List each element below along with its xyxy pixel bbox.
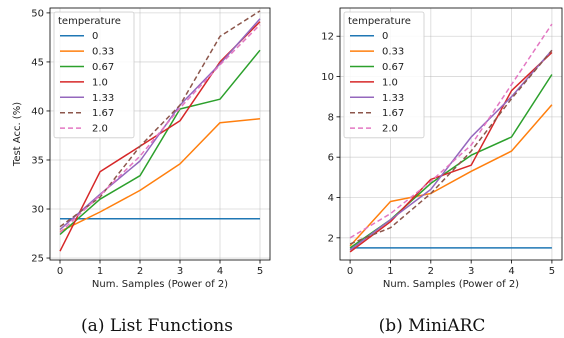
y-tick-label: 35 [31,155,44,166]
series-line-0.33 [59,118,261,233]
x-tick-label: 0 [347,266,353,277]
series-line-1.33 [59,18,261,231]
legend-label-1.0: 1.0 [382,77,398,88]
legend-label-0.33: 0.33 [382,47,404,58]
x-tick-label: 5 [257,266,263,277]
x-tick-label: 4 [508,266,514,277]
y-tick-label: 25 [31,254,44,265]
legend-label-1.33: 1.33 [382,93,404,104]
series-line-1.33 [349,49,553,251]
x-tick-label: 3 [177,266,183,277]
y-tick-label: 8 [328,112,334,123]
x-tick-label: 5 [549,266,555,277]
series-line-1.67 [59,10,261,228]
legend-label-0.33: 0.33 [92,47,114,58]
x-tick-label: 0 [57,266,63,277]
y-tick-label: 4 [328,193,334,204]
y-tick-label: 45 [31,57,44,68]
legend-box [53,11,135,139]
legend-label-0.67: 0.67 [382,62,404,73]
y-tick-label: 10 [321,72,334,83]
y-tick-label: 2 [328,233,334,244]
y-tick-label: 6 [328,153,334,164]
y-tick-label: 12 [321,32,334,43]
caption-miniarc: (b) MiniARC [379,316,486,336]
x-tick-label: 3 [468,266,474,277]
y-tick-label: 40 [31,106,44,117]
legend-title: temperature [348,16,411,27]
axes-frame [49,7,271,261]
legend-label-1.33: 1.33 [92,93,114,104]
x-tick-label: 1 [97,266,103,277]
legend-label-2.0: 2.0 [382,124,398,135]
y-tick-label: 50 [31,8,44,19]
legend-title: temperature [58,16,121,27]
axes-frame [339,7,563,261]
series-line-0.33 [349,104,553,247]
legend-box [343,11,425,139]
x-axis-label: Num. Samples (Power of 2) [383,279,519,290]
legend-label-0: 0 [382,31,388,42]
legend-label-1.0: 1.0 [92,77,108,88]
series-line-2.0 [59,24,261,234]
legend-label-1.67: 1.67 [382,108,404,119]
caption-list-functions: (a) List Functions [81,316,233,336]
x-tick-label: 2 [428,266,434,277]
x-tick-label: 2 [137,266,143,277]
x-tick-label: 1 [387,266,393,277]
legend-label-2.0: 2.0 [92,124,108,135]
y-axis-label: Test Acc. (%) [12,102,23,167]
y-tick-label: 30 [31,205,44,216]
series-line-1.67 [349,49,553,245]
x-axis-label: Num. Samples (Power of 2) [92,279,228,290]
legend-label-0: 0 [92,31,98,42]
x-tick-label: 4 [217,266,223,277]
series-line-0.67 [59,49,261,236]
legend-label-1.67: 1.67 [92,108,114,119]
legend-label-0.67: 0.67 [92,62,114,73]
series-line-1.0 [349,51,553,253]
